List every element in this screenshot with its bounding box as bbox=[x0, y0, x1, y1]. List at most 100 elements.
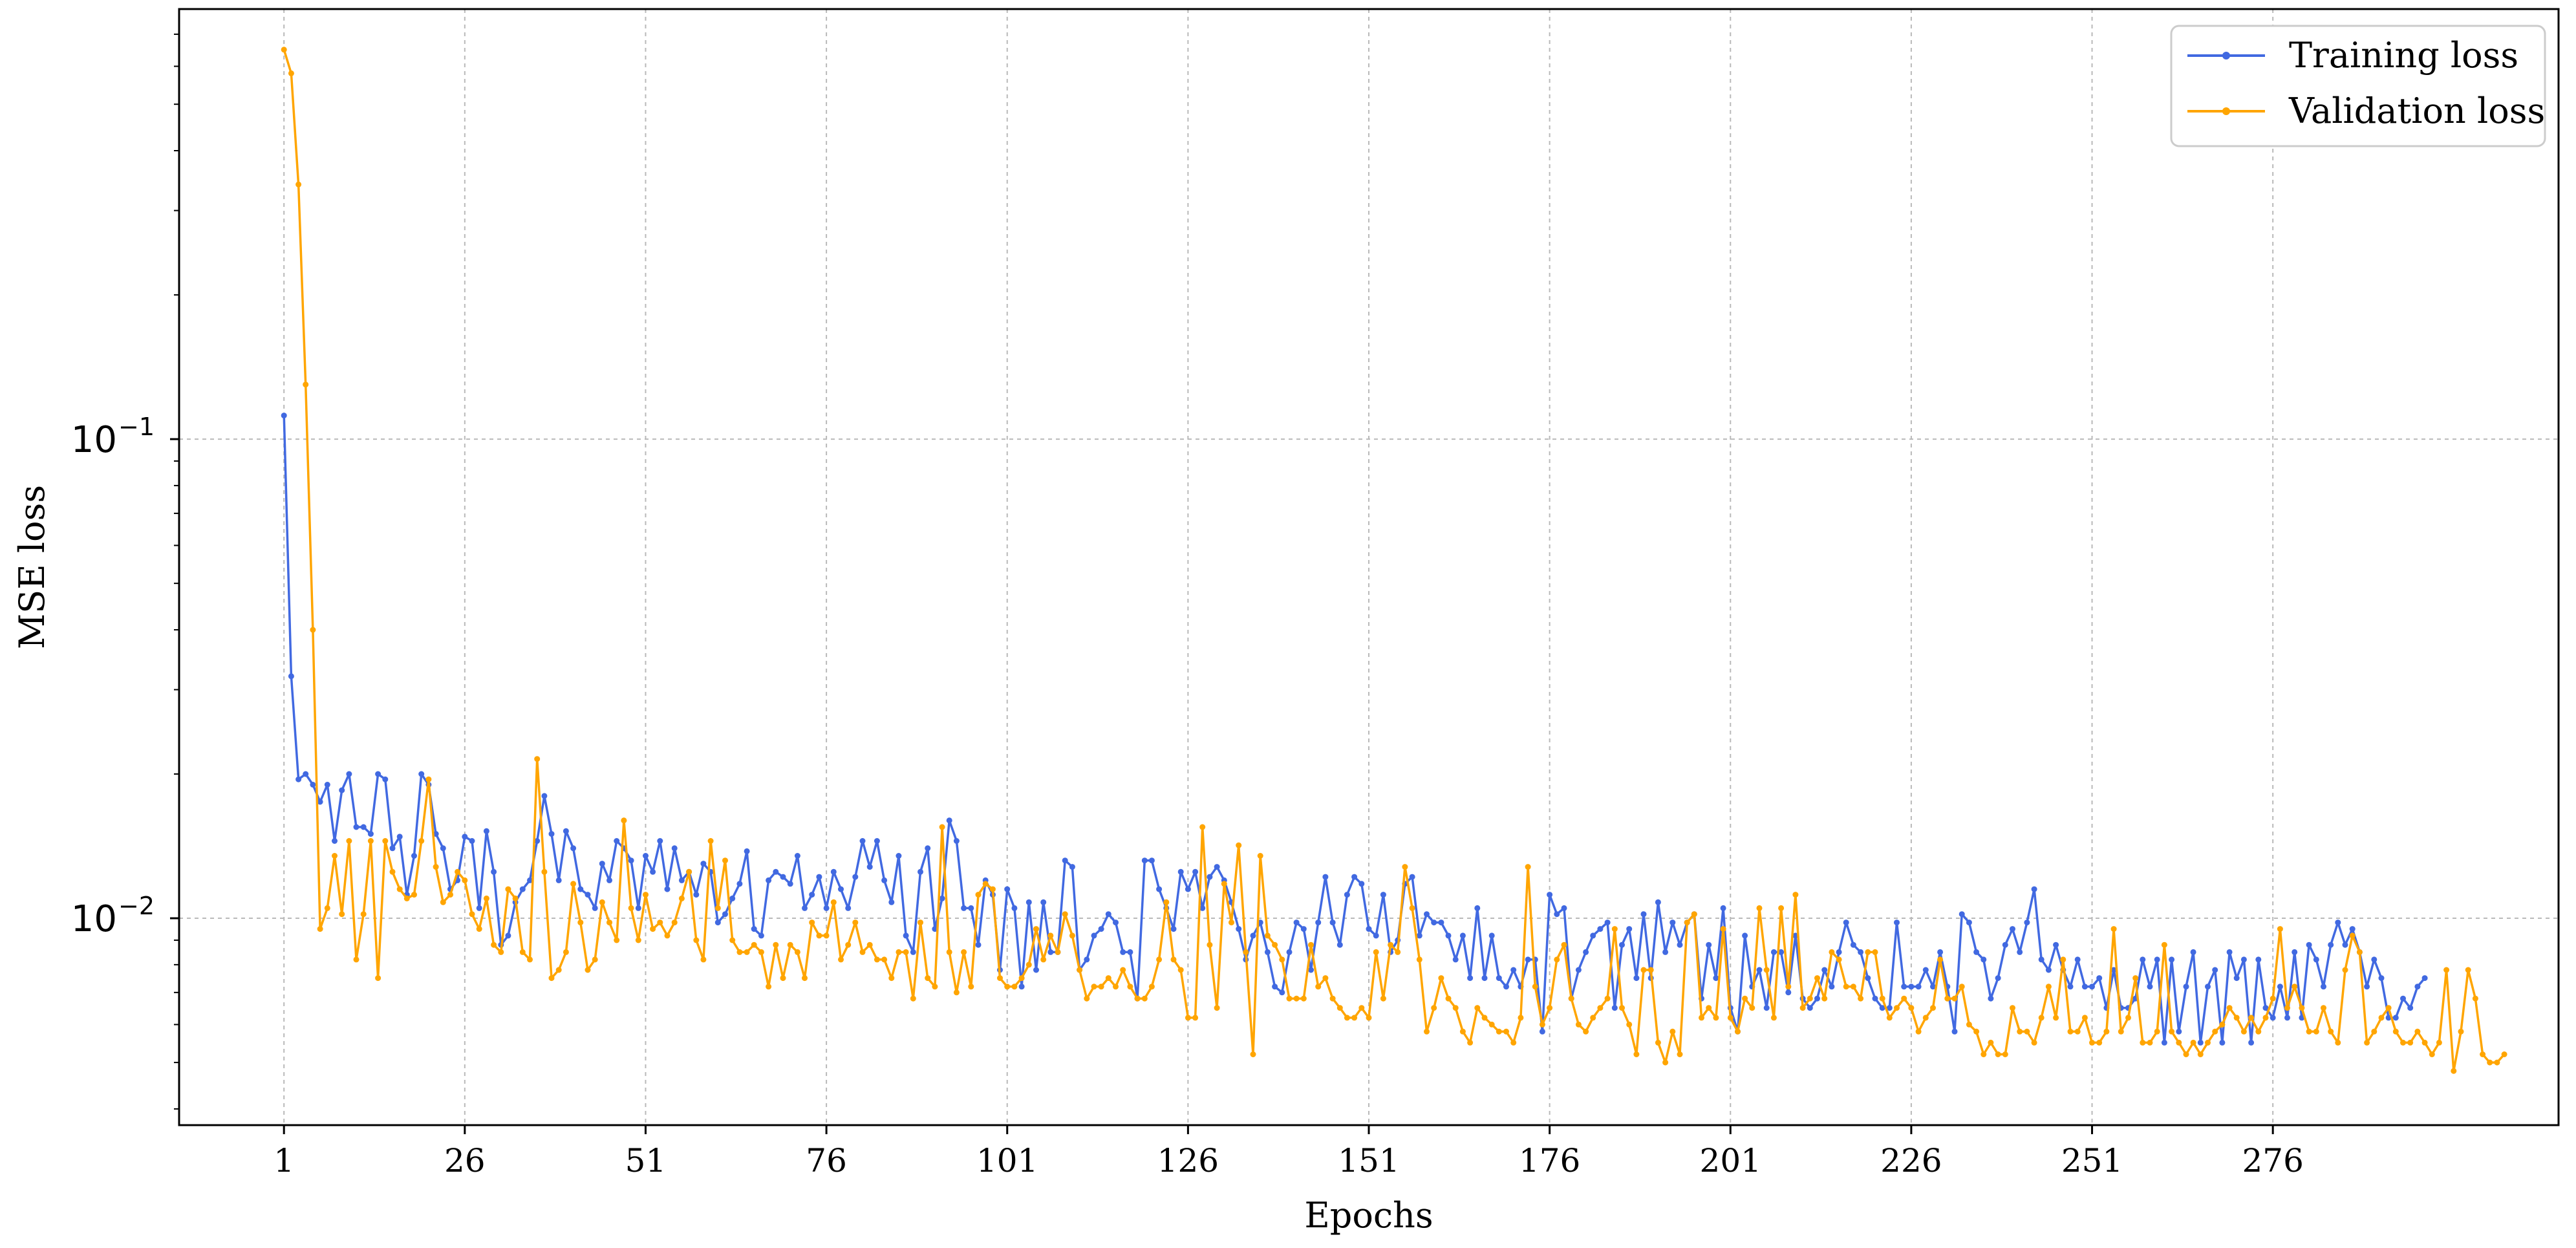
data-point bbox=[1431, 920, 1437, 926]
data-point bbox=[1980, 1051, 1987, 1057]
data-point bbox=[628, 857, 634, 864]
data-point bbox=[1286, 949, 1293, 955]
data-point bbox=[2371, 1028, 2377, 1035]
data-point bbox=[2017, 949, 2023, 955]
data-point bbox=[1207, 941, 1213, 948]
data-point bbox=[548, 831, 555, 837]
data-point bbox=[794, 949, 800, 955]
data-point bbox=[1163, 899, 1170, 905]
data-point bbox=[1481, 975, 1488, 982]
data-point bbox=[1062, 911, 1068, 918]
data-point bbox=[1720, 905, 1726, 911]
data-point bbox=[1669, 920, 1676, 926]
data-point bbox=[1214, 1005, 1220, 1011]
data-point bbox=[1300, 926, 1307, 932]
y-tick-label: 10 bbox=[71, 898, 117, 940]
data-point bbox=[411, 892, 417, 898]
plot-background bbox=[179, 9, 2559, 1125]
x-axis-label: Epochs bbox=[1304, 1195, 1433, 1236]
data-point bbox=[1336, 941, 1343, 948]
data-point bbox=[939, 824, 945, 830]
data-point bbox=[1380, 892, 1386, 898]
data-point bbox=[2045, 967, 2052, 973]
data-point bbox=[1930, 984, 1936, 990]
data-point bbox=[838, 886, 844, 892]
data-point bbox=[1901, 995, 1907, 1002]
data-point bbox=[2161, 941, 2167, 948]
data-point bbox=[700, 861, 707, 867]
data-point bbox=[1510, 967, 1517, 973]
data-point bbox=[1995, 1051, 2001, 1057]
data-point bbox=[2277, 926, 2283, 932]
data-point bbox=[1185, 886, 1191, 892]
data-point bbox=[1583, 949, 1589, 955]
data-point bbox=[324, 782, 330, 788]
data-point bbox=[1192, 868, 1199, 875]
data-point bbox=[2248, 1039, 2255, 1046]
data-point bbox=[476, 926, 482, 932]
data-point bbox=[570, 881, 577, 887]
data-point bbox=[1272, 984, 1278, 990]
data-point bbox=[491, 941, 497, 948]
data-point bbox=[729, 895, 736, 901]
data-point bbox=[469, 838, 475, 844]
data-point bbox=[1192, 1015, 1199, 1021]
data-point bbox=[1084, 956, 1090, 963]
data-point bbox=[1336, 1005, 1343, 1011]
data-point bbox=[1959, 984, 1965, 990]
data-point bbox=[1467, 1039, 1474, 1046]
data-point bbox=[643, 892, 649, 898]
data-point bbox=[1272, 941, 1278, 948]
data-point bbox=[1836, 949, 1842, 955]
data-point bbox=[1018, 975, 1025, 982]
data-point bbox=[2103, 1028, 2110, 1035]
series-1 bbox=[281, 47, 2507, 1074]
data-point bbox=[592, 956, 598, 963]
data-point bbox=[2277, 984, 2283, 990]
data-point bbox=[2183, 1051, 2189, 1057]
data-point bbox=[1742, 995, 1748, 1002]
data-point bbox=[678, 877, 685, 883]
data-point bbox=[780, 975, 786, 982]
data-point bbox=[1785, 984, 1792, 990]
data-point bbox=[1894, 1005, 1900, 1011]
data-point bbox=[2233, 975, 2240, 982]
data-point bbox=[961, 905, 967, 911]
data-point bbox=[1626, 926, 1633, 932]
data-point bbox=[512, 895, 519, 901]
data-point bbox=[2328, 1028, 2334, 1035]
data-point bbox=[1388, 941, 1394, 948]
data-point bbox=[1286, 995, 1293, 1002]
data-point bbox=[332, 838, 338, 844]
data-point bbox=[1951, 1028, 1958, 1035]
data-point bbox=[1756, 905, 1763, 911]
data-point bbox=[555, 967, 562, 973]
data-point bbox=[1315, 984, 1322, 990]
data-point bbox=[1025, 962, 1032, 968]
data-point bbox=[1713, 1015, 1719, 1021]
data-point bbox=[1532, 984, 1538, 990]
data-point bbox=[1250, 932, 1256, 939]
data-point bbox=[1308, 967, 1314, 973]
data-point bbox=[1358, 881, 1365, 887]
data-point bbox=[2284, 1005, 2290, 1011]
data-point bbox=[1995, 975, 2001, 982]
data-point bbox=[375, 975, 381, 982]
data-point bbox=[852, 920, 859, 926]
data-point bbox=[1894, 920, 1900, 926]
data-point bbox=[1807, 1005, 1813, 1011]
data-point bbox=[650, 868, 656, 875]
data-point bbox=[317, 926, 323, 932]
series-lines bbox=[281, 47, 2507, 1074]
data-point bbox=[2458, 1028, 2464, 1035]
data-point bbox=[2472, 995, 2478, 1002]
data-point bbox=[1807, 995, 1813, 1002]
data-point bbox=[1416, 932, 1422, 939]
data-point bbox=[2400, 995, 2406, 1002]
data-point bbox=[2421, 975, 2428, 982]
data-point bbox=[802, 905, 808, 911]
data-point bbox=[1134, 995, 1141, 1002]
data-point bbox=[845, 905, 852, 911]
y-axis-ticks: 10−110−2 bbox=[71, 33, 179, 1110]
